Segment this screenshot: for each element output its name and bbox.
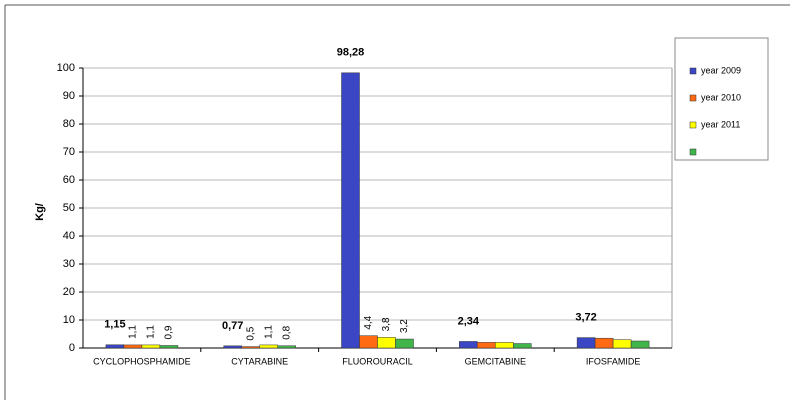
y-tick-label: 10 [63, 314, 75, 326]
value-label: 4,4 [363, 315, 374, 329]
bar [141, 344, 161, 349]
bar [377, 337, 396, 349]
bar [495, 342, 514, 349]
value-label: 1,1 [128, 325, 139, 339]
value-label: 1,1 [263, 325, 274, 339]
value-label: 1,15 [104, 319, 125, 331]
y-tick-label: 70 [63, 146, 75, 158]
y-tick-label: 60 [63, 174, 75, 186]
value-label: 1,1 [146, 325, 157, 339]
y-tick-label: 90 [63, 90, 75, 102]
bar [576, 337, 596, 349]
y-tick-label: 40 [63, 230, 75, 242]
y-tick-label: 20 [63, 286, 75, 298]
value-label: 0,77 [222, 320, 243, 332]
bar [241, 346, 260, 349]
bar [395, 338, 414, 349]
bar [594, 337, 614, 349]
bar [459, 341, 478, 349]
legend-label: year 2009 [701, 65, 741, 75]
value-label: 3,72 [575, 311, 596, 323]
bar [277, 345, 296, 349]
bar [359, 335, 378, 349]
y-tick-label: 50 [63, 202, 75, 214]
bar [513, 343, 532, 349]
value-label: 2,34 [458, 315, 480, 327]
bar [612, 339, 632, 349]
x-tick-label: FLUOROURACIL [342, 356, 413, 366]
legend-label: year 2011 [701, 119, 740, 129]
value-label: 0,5 [245, 326, 256, 340]
legend-swatch [689, 94, 697, 102]
y-tick-label: 0 [69, 342, 75, 354]
value-label: 3,2 [399, 319, 410, 333]
value-label: 0,9 [164, 325, 175, 339]
x-tick-label: CYTARABINE [231, 356, 288, 366]
x-tick-label: IFOSFAMIDE [586, 356, 641, 366]
y-axis-label: Kg/ [34, 203, 46, 221]
bar [105, 344, 125, 349]
value-label: 3,8 [381, 317, 392, 331]
legend-swatch [689, 121, 697, 129]
x-tick-label: CYCLOPHOSPHAMIDE [93, 356, 191, 366]
legend-swatch [689, 67, 697, 75]
bar [341, 72, 360, 349]
bar [223, 345, 242, 349]
bar [123, 344, 143, 349]
bar [477, 342, 496, 349]
legend-swatch [689, 148, 697, 156]
bar [159, 345, 179, 349]
legend-label: year 2010 [701, 92, 741, 102]
bar [259, 344, 278, 349]
y-tick-label: 100 [57, 62, 75, 74]
x-tick-label: GEMCITABINE [465, 356, 526, 366]
bar [630, 340, 650, 349]
y-tick-label: 30 [63, 258, 75, 270]
value-label: 98,28 [337, 47, 365, 59]
value-label: 0,8 [281, 325, 292, 339]
y-tick-label: 80 [63, 118, 75, 130]
